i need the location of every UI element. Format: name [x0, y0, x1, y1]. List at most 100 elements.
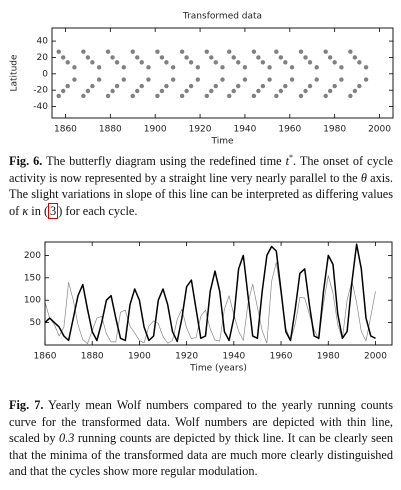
data-point	[283, 60, 288, 65]
y-tick-label: 200	[24, 251, 41, 261]
figure-caption: Fig. 7. Yearly mean Wolf numbers compare…	[9, 397, 393, 480]
data-point	[90, 60, 95, 65]
data-point	[278, 88, 284, 94]
data-point	[56, 49, 61, 54]
data-point	[352, 88, 358, 94]
data-point	[184, 55, 189, 60]
data-point	[327, 55, 333, 60]
data-point	[251, 93, 257, 99]
data-point	[363, 65, 369, 70]
x-tick-label: 1940	[222, 352, 245, 362]
x-tick-label: 1980	[323, 125, 346, 135]
data-point	[209, 55, 214, 60]
y-tick-label: -20	[33, 86, 48, 96]
data-point	[110, 88, 115, 94]
x-tick-label: 1960	[270, 352, 293, 362]
y-tick-label: 50	[30, 318, 42, 328]
chart-title: Transformed data	[182, 12, 262, 22]
caption-text: ) for each cycle.	[58, 203, 138, 218]
data-point	[170, 77, 176, 82]
caption-math: *	[289, 153, 293, 162]
caption-math: t	[285, 154, 289, 169]
data-point	[146, 77, 151, 82]
x-tick-label: 1940	[233, 125, 256, 135]
x-tick-label: 1900	[128, 352, 151, 362]
data-point	[164, 83, 169, 89]
data-point	[81, 93, 86, 99]
data-point	[260, 83, 266, 89]
y-axis-label: Latitude	[10, 54, 20, 92]
data-point	[227, 49, 232, 54]
data-point	[72, 65, 77, 70]
data-point	[96, 77, 102, 82]
equation-ref[interactable]: 3	[48, 202, 59, 219]
x-axis-label: Time (years)	[189, 364, 247, 374]
data-point	[227, 93, 232, 99]
data-point	[90, 83, 95, 89]
data-point	[130, 49, 135, 54]
caption-text: The butterfly diagram using the redefine…	[46, 154, 286, 169]
y-tick-label: 40	[37, 37, 49, 47]
data-point	[231, 88, 236, 94]
data-point	[327, 88, 333, 94]
x-axis-label: Time	[210, 137, 233, 147]
data-point	[242, 77, 248, 82]
data-point	[357, 83, 362, 89]
data-point	[298, 49, 304, 54]
data-point	[110, 55, 115, 60]
data-point	[332, 83, 337, 89]
data-point	[121, 65, 126, 70]
data-point	[283, 83, 288, 89]
data-point	[357, 60, 362, 65]
data-point	[251, 49, 257, 54]
x-tick-label: 2000	[368, 125, 391, 135]
caption-label: Fig. 6.	[9, 154, 43, 169]
x-tick-label: 1980	[317, 352, 340, 362]
data-point	[179, 93, 185, 99]
data-point	[352, 55, 358, 60]
x-tick-label: 1860	[34, 352, 57, 362]
x-tick-label: 1900	[144, 125, 167, 135]
data-point	[236, 83, 241, 89]
data-point	[256, 88, 261, 94]
caption-text: Yearly mean Wolf numbers compared to the…	[9, 398, 393, 446]
data-point	[260, 60, 266, 65]
data-point	[220, 65, 225, 70]
data-point	[135, 88, 140, 94]
data-point	[61, 55, 66, 60]
data-point	[61, 88, 66, 94]
y-tick-label: 0	[42, 69, 48, 79]
data-point	[209, 88, 214, 94]
data-point	[332, 60, 337, 65]
data-point	[213, 83, 218, 89]
data-point	[339, 65, 344, 70]
data-point	[242, 65, 248, 70]
data-point	[231, 55, 236, 60]
data-point	[195, 77, 201, 82]
data-point	[314, 77, 319, 82]
data-point	[213, 60, 218, 65]
data-point	[220, 77, 225, 82]
data-point	[278, 55, 284, 60]
data-point	[323, 93, 328, 99]
data-point	[307, 60, 313, 65]
data-point	[155, 93, 160, 99]
data-point	[146, 65, 151, 70]
data-point	[314, 65, 319, 70]
data-point	[170, 65, 176, 70]
data-point	[188, 83, 194, 89]
data-point	[307, 83, 313, 89]
data-point	[348, 49, 353, 54]
x-tick-label: 1920	[175, 352, 198, 362]
caption-label: Fig. 7.	[9, 398, 44, 412]
x-tick-label: 1960	[278, 125, 301, 135]
data-point	[159, 88, 165, 94]
data-point	[267, 65, 272, 70]
data-point	[121, 77, 126, 82]
plot-frame	[51, 27, 394, 119]
data-point	[289, 65, 295, 70]
caption-math: 0.3	[58, 431, 75, 446]
data-point	[256, 55, 261, 60]
data-point	[303, 88, 308, 94]
